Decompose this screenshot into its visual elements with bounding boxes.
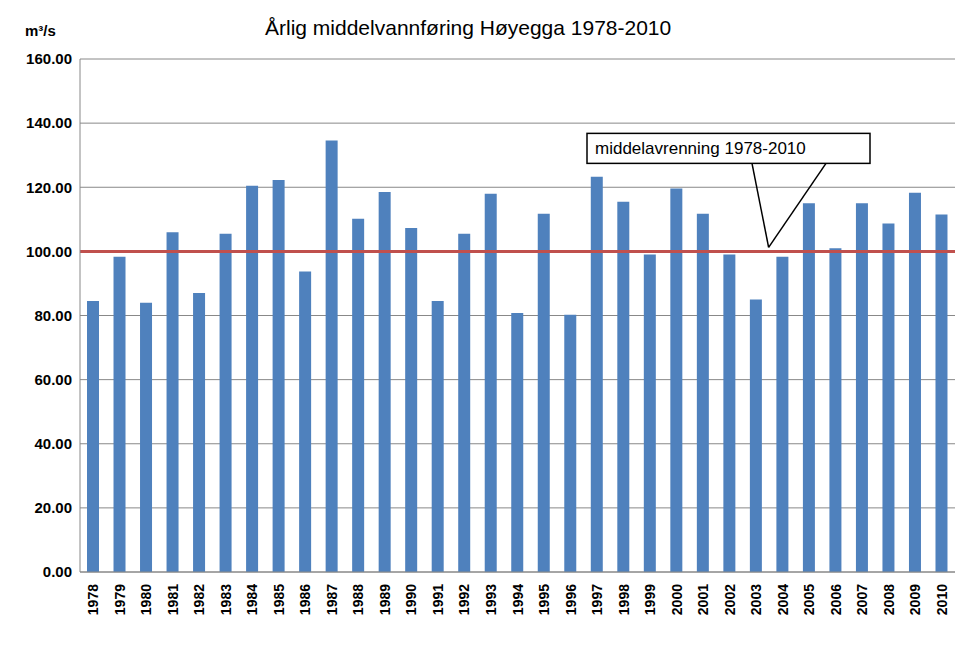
svg-text:2007: 2007 bbox=[854, 584, 870, 615]
svg-text:60.00: 60.00 bbox=[34, 371, 72, 388]
svg-text:2003: 2003 bbox=[748, 584, 764, 615]
svg-text:1996: 1996 bbox=[563, 584, 579, 615]
svg-text:1981: 1981 bbox=[165, 584, 181, 615]
svg-text:1987: 1987 bbox=[324, 584, 340, 615]
svg-text:40.00: 40.00 bbox=[34, 435, 72, 452]
svg-text:160.00: 160.00 bbox=[26, 50, 72, 67]
html-text:Årlig middelvannføring Høyegga: Årlig middelvannføring Høyegga 1978-2010 bbox=[265, 16, 672, 39]
svg-text:1998: 1998 bbox=[616, 584, 632, 615]
svg-text:1983: 1983 bbox=[218, 584, 234, 615]
svg-text:1978: 1978 bbox=[85, 584, 101, 615]
svg-text:1994: 1994 bbox=[510, 584, 526, 615]
svg-text:1980: 1980 bbox=[138, 584, 154, 615]
svg-text:2001: 2001 bbox=[695, 584, 711, 615]
svg-text:1992: 1992 bbox=[456, 584, 472, 615]
svg-text:80.00: 80.00 bbox=[34, 307, 72, 324]
svg-text:1995: 1995 bbox=[536, 584, 552, 615]
svg-text:120.00: 120.00 bbox=[26, 179, 72, 196]
svg-text:100.00: 100.00 bbox=[26, 243, 72, 260]
svg-text:1999: 1999 bbox=[642, 584, 658, 615]
svg-text:1990: 1990 bbox=[403, 584, 419, 615]
svg-text:140.00: 140.00 bbox=[26, 114, 72, 131]
svg-text:2004: 2004 bbox=[775, 584, 791, 615]
svg-text:1985: 1985 bbox=[271, 584, 287, 615]
svg-text:2006: 2006 bbox=[828, 584, 844, 615]
svg-text:2002: 2002 bbox=[722, 584, 738, 615]
svg-text:1986: 1986 bbox=[297, 584, 313, 615]
html-text:m³/s: m³/s bbox=[25, 22, 56, 39]
svg-text:1982: 1982 bbox=[191, 584, 207, 615]
svg-text:1993: 1993 bbox=[483, 584, 499, 615]
svg-text:20.00: 20.00 bbox=[34, 499, 72, 516]
svg-text:0.00: 0.00 bbox=[43, 563, 72, 580]
svg-text:middelavrenning 1978-2010: middelavrenning 1978-2010 bbox=[595, 139, 806, 158]
svg-text:2000: 2000 bbox=[669, 584, 685, 615]
svg-text:1997: 1997 bbox=[589, 584, 605, 615]
svg-text:1979: 1979 bbox=[112, 584, 128, 615]
svg-text:1991: 1991 bbox=[430, 584, 446, 615]
svg-text:2009: 2009 bbox=[907, 584, 923, 615]
svg-text:2008: 2008 bbox=[881, 584, 897, 615]
svg-text:1984: 1984 bbox=[244, 584, 260, 615]
svg-text:2005: 2005 bbox=[801, 584, 817, 615]
svg-text:2010: 2010 bbox=[934, 584, 950, 615]
svg-text:1989: 1989 bbox=[377, 584, 393, 615]
svg-text:1988: 1988 bbox=[350, 584, 366, 615]
